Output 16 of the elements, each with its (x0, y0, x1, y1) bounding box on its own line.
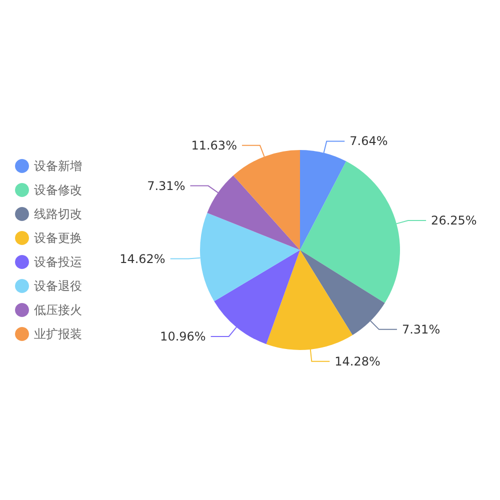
data-label: 11.63% (191, 138, 237, 152)
legend-label: 设备退役 (34, 279, 82, 293)
data-label: 7.64% (350, 134, 388, 148)
data-label: 7.31% (402, 322, 440, 336)
legend-label: 线路切改 (34, 207, 82, 221)
legend-label: 设备投运 (34, 255, 82, 269)
legend-label: 设备修改 (34, 183, 82, 197)
data-label: 10.96% (160, 329, 206, 344)
data-label: 14.28% (334, 354, 380, 368)
legend-label: 业扩报装 (34, 327, 82, 341)
legend-label: 设备新增 (34, 159, 82, 173)
legend-label: 低压接火 (34, 303, 82, 317)
legend-label: 设备更换 (34, 231, 82, 245)
data-label: 26.25% (431, 214, 477, 228)
data-label: 14.62% (120, 252, 166, 266)
data-label: 7.31% (147, 178, 186, 193)
